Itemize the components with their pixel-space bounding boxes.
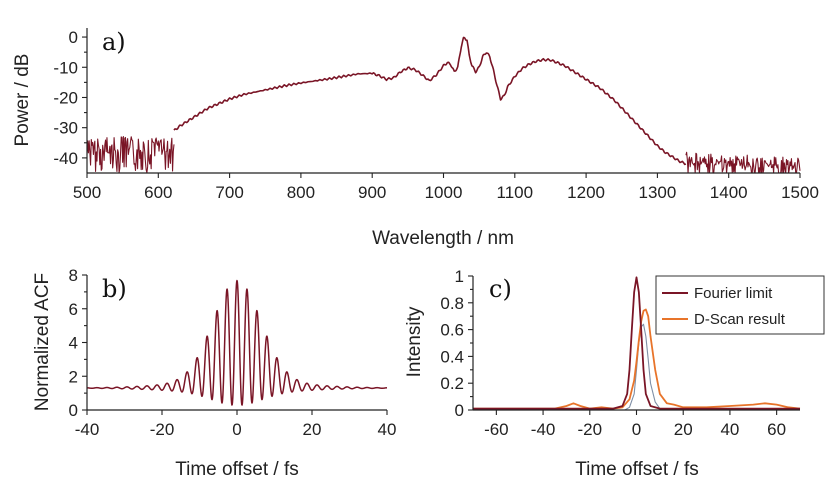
y-tick-label: 4 <box>69 334 78 353</box>
panel-b-x-axis-label: Time offset / fs <box>175 459 299 480</box>
y-tick-label: 8 <box>69 266 78 285</box>
y-tick-label: 6 <box>69 300 78 319</box>
panel-b-autocorrelation: -40 -20 0 20 40 0 2 4 6 8 b) Time offset / fs Nor… <box>32 266 396 480</box>
y-tick-label: -20 <box>53 88 78 107</box>
panel-c-temporal-intensity: -60 -40 -20 0 20 40 60 0 0.2 0.4 0.6 0.8 1 c) Time o… <box>404 267 825 480</box>
y-tick-label: 0.4 <box>440 347 464 366</box>
x-tick-label: 500 <box>73 183 101 202</box>
panel-c-legend: Fourier limit D-Scan result <box>655 275 825 335</box>
x-tick-label: 40 <box>378 420 397 439</box>
x-tick-label: 700 <box>215 183 243 202</box>
y-tick-label: 0 <box>69 28 78 47</box>
panel-c-label: c) <box>489 275 512 303</box>
x-tick-label: 1200 <box>567 183 605 202</box>
panel-c-fourier-limit-line <box>473 276 800 410</box>
y-tick-label: 0 <box>455 401 464 420</box>
y-tick-label: 0 <box>69 401 78 420</box>
panel-c-y-axis-label: Intensity <box>404 306 425 377</box>
panel-a-label: a) <box>102 28 126 56</box>
x-tick-label: 20 <box>674 420 693 439</box>
panel-a-noise-floor <box>86 135 175 174</box>
y-tick-label: 2 <box>69 367 78 386</box>
y-tick-label: -30 <box>53 119 78 138</box>
y-tick-label: 0.8 <box>440 294 464 313</box>
x-tick-label: -40 <box>531 420 556 439</box>
y-tick-label: -40 <box>53 149 78 168</box>
panel-b-y-axis-label: Normalized ACF <box>32 273 53 411</box>
x-tick-label: 1500 <box>781 183 819 202</box>
y-tick-label: 0.2 <box>440 374 464 393</box>
x-tick-label: 1300 <box>638 183 676 202</box>
x-tick-label: 60 <box>767 420 786 439</box>
x-tick-label: 600 <box>144 183 172 202</box>
legend-label-fourier-limit: Fourier limit <box>694 285 773 302</box>
panel-b-acf-line <box>86 279 388 406</box>
panel-a-noise-floor <box>685 151 801 174</box>
x-tick-label: 40 <box>720 420 739 439</box>
x-tick-label: 900 <box>358 183 386 202</box>
panel-c-x-axis-label: Time offset / fs <box>575 459 699 480</box>
x-tick-label: -20 <box>577 420 602 439</box>
panel-b-label: b) <box>102 275 127 303</box>
x-tick-label: 800 <box>287 183 315 202</box>
x-tick-label: -40 <box>75 420 100 439</box>
y-tick-label: -10 <box>53 58 78 77</box>
y-tick-label: 0.6 <box>440 321 464 340</box>
x-tick-label: 0 <box>232 420 241 439</box>
x-tick-label: 1000 <box>425 183 463 202</box>
panel-a-spectrum: 500 600 700 800 900 1000 1100 1200 1300 1400 1500 0… <box>12 28 819 249</box>
x-tick-label: 1100 <box>497 183 534 202</box>
legend-label-d-scan-result: D-Scan result <box>694 311 786 328</box>
panel-a-spectrum-line <box>173 36 687 166</box>
y-tick-label: 1 <box>455 267 464 286</box>
x-tick-label: 1400 <box>710 183 748 202</box>
panel-a-y-axis-label: Power / dB <box>12 54 33 147</box>
x-tick-label: 0 <box>632 420 641 439</box>
panel-c-faint-line <box>473 323 801 411</box>
x-tick-label: -20 <box>150 420 175 439</box>
x-tick-label: 20 <box>303 420 322 439</box>
x-tick-label: -60 <box>484 420 509 439</box>
panel-a-x-axis-label: Wavelength / nm <box>372 228 514 249</box>
